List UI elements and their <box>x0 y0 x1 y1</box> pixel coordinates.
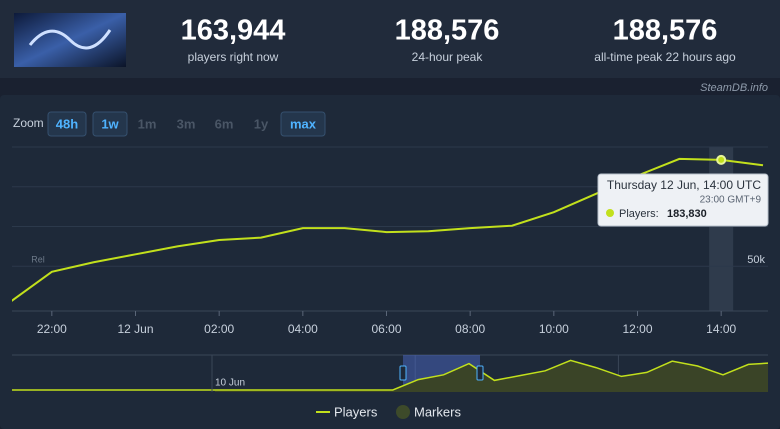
x-tick-label: 14:00 <box>706 322 736 336</box>
stat-label: all-time peak 22 hours ago <box>594 50 736 64</box>
zoom-button-bg[interactable] <box>92 111 128 137</box>
zoom-button-bg[interactable] <box>280 111 326 137</box>
x-tick-label: 22:00 <box>37 322 67 336</box>
tooltip: Thursday 12 Jun, 14:00 UTC 23:00 GMT+9 P… <box>597 173 769 227</box>
tooltip-value: 183,830 <box>667 208 707 220</box>
thumbnail-art <box>28 29 112 50</box>
tooltip-box <box>597 173 769 227</box>
header-panel <box>0 0 780 78</box>
zoom-button[interactable]: max <box>290 116 317 131</box>
navigator-label: 10 Jun <box>215 378 245 389</box>
chart-panel <box>0 95 780 429</box>
tooltip-title: Thursday 12 Jun, 14:00 UTC <box>607 178 761 192</box>
hover-point <box>716 154 727 165</box>
hover-band <box>709 147 734 311</box>
zoom-button-bg[interactable] <box>47 111 87 137</box>
x-tick-label: 12:00 <box>622 322 652 336</box>
stat-value: 188,576 <box>613 15 718 47</box>
x-tick-label: 12 Jun <box>117 322 153 336</box>
stat-value: 163,944 <box>181 15 286 47</box>
legend-label[interactable]: Players <box>334 404 378 419</box>
zoom-label: Zoom <box>13 116 44 130</box>
watermark: SteamDB.info <box>700 82 768 94</box>
x-tick-label: 10:00 <box>539 322 569 336</box>
zoom-button[interactable]: 1w <box>101 116 119 131</box>
navigator-handle[interactable] <box>476 365 484 381</box>
navigator-line <box>215 359 768 391</box>
zoom-button[interactable]: 1y <box>254 116 269 131</box>
x-tick-label: 08:00 <box>455 322 485 336</box>
x-tick-label: 04:00 <box>288 322 318 336</box>
navigator-area <box>215 360 768 392</box>
tooltip-subtitle: 23:00 GMT+9 <box>700 195 762 206</box>
tooltip-swatch <box>606 209 614 217</box>
stat-value: 188,576 <box>395 15 500 47</box>
zoom-button[interactable]: 1m <box>138 116 157 131</box>
zoom-button[interactable]: 3m <box>177 116 196 131</box>
zoom-button[interactable]: 6m <box>215 116 234 131</box>
tooltip-label: Players: <box>619 208 659 220</box>
zoom-button[interactable]: 48h <box>56 116 78 131</box>
legend-swatch <box>396 405 410 419</box>
stat-label: players right now <box>188 50 279 64</box>
legend-label[interactable]: Markers <box>414 404 461 419</box>
marker-flag: Rel <box>31 254 45 264</box>
x-tick-label: 02:00 <box>204 322 234 336</box>
y-tick-label: 50k <box>747 254 765 266</box>
navigator-handle[interactable] <box>399 365 407 381</box>
x-tick-label: 06:00 <box>371 322 401 336</box>
stat-label: 24-hour peak <box>412 50 484 64</box>
